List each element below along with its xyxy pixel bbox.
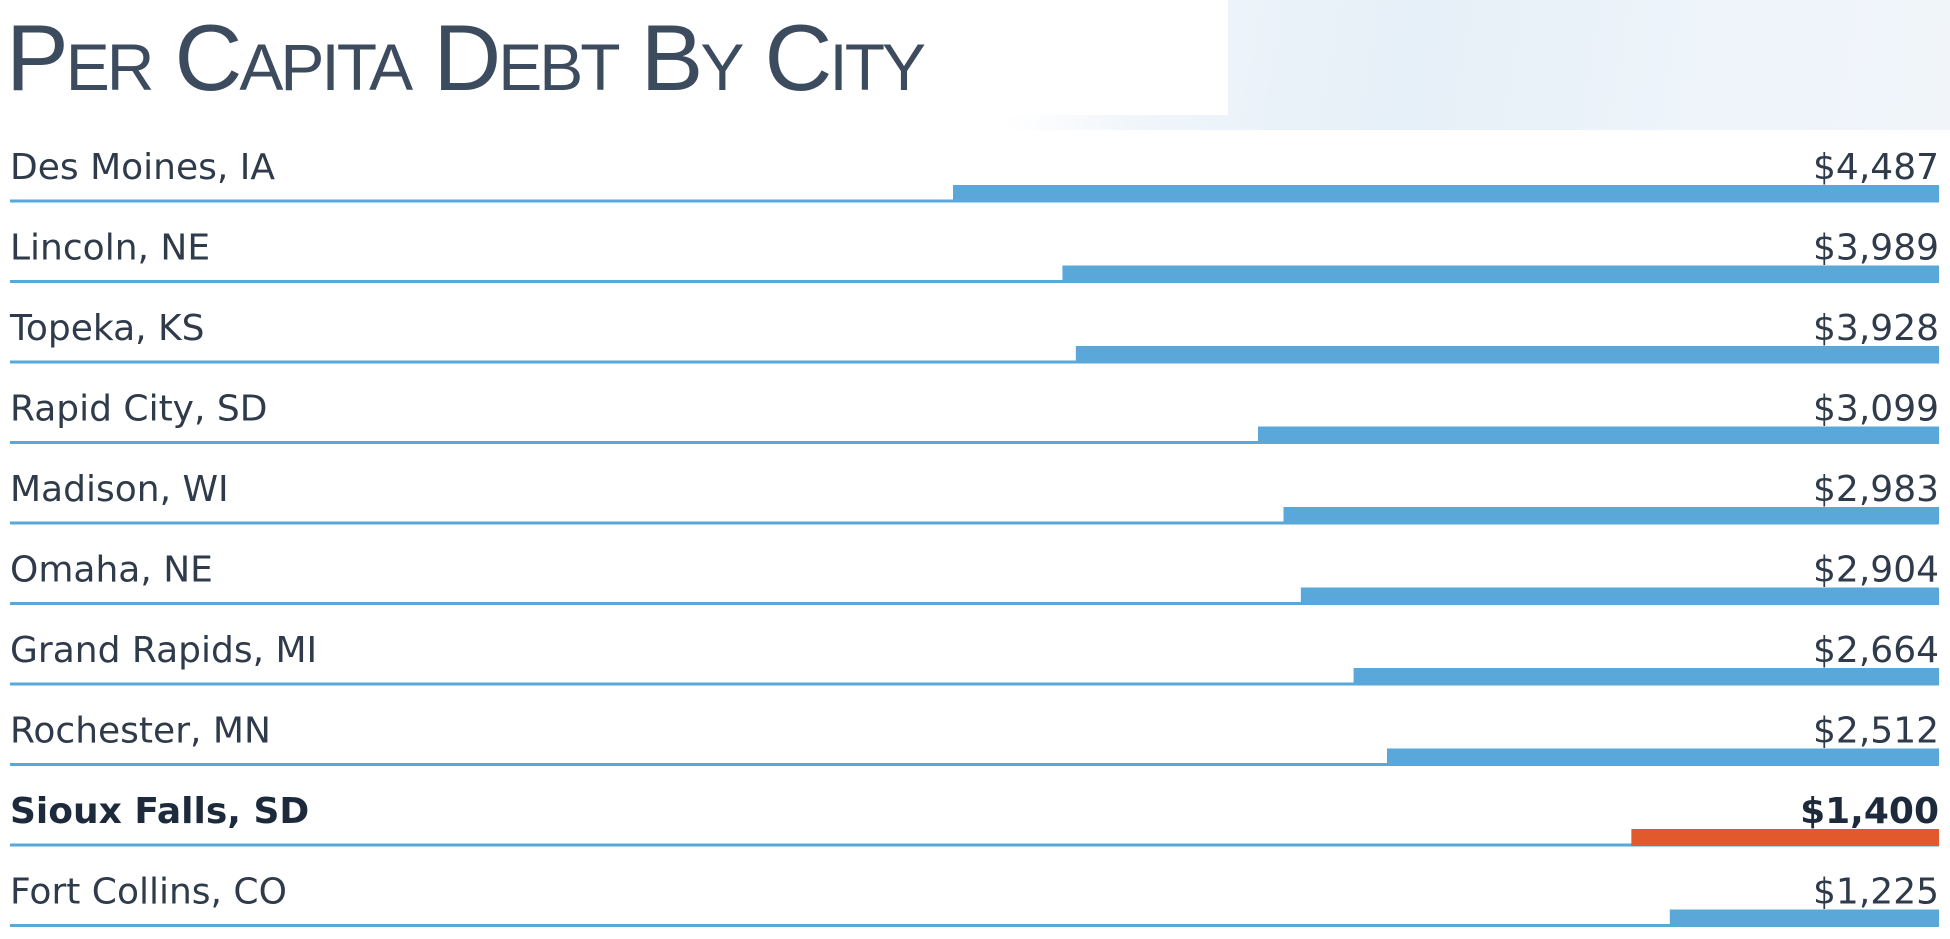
category-label: Sioux Falls, SD [10,791,309,832]
value-label: $2,983 [1813,469,1939,510]
category-label: Topeka, KS [9,308,205,349]
title-background [0,0,1950,130]
category-label: Madison, WI [10,469,229,510]
bar [1062,265,1939,283]
category-label: Fort Collins, CO [10,872,287,913]
value-label: $4,487 [1813,147,1939,188]
category-label: Des Moines, IA [10,147,275,188]
value-label: $3,928 [1813,308,1939,349]
bar [1386,748,1939,766]
value-label: $2,512 [1813,711,1939,752]
value-label: $2,904 [1813,550,1939,591]
bar [1283,507,1939,524]
value-label: $3,989 [1813,228,1939,269]
category-label: Rochester, MN [10,711,271,752]
title-panel [0,0,1228,115]
chart-title: Per Capita Debt By City [6,5,926,110]
category-label: Omaha, NE [10,550,213,591]
highlight-bar [1631,829,1939,846]
category-label: Lincoln, NE [10,228,210,269]
bar [1075,346,1939,363]
value-label: $1,225 [1813,872,1939,913]
value-label: $3,099 [1813,389,1939,430]
bar [1258,426,1939,444]
bar-chart: Des Moines, IA $4,487 Lincoln, NE $3,989 Top… [9,147,1939,927]
bar [1353,668,1939,685]
category-label: Rapid City, SD [10,389,267,430]
bar [1300,587,1939,605]
bar [1669,909,1939,927]
value-label: $1,400 [1800,791,1939,832]
bar [953,185,1939,202]
category-label: Grand Rapids, MI [10,630,317,671]
value-label: $2,664 [1813,630,1939,671]
